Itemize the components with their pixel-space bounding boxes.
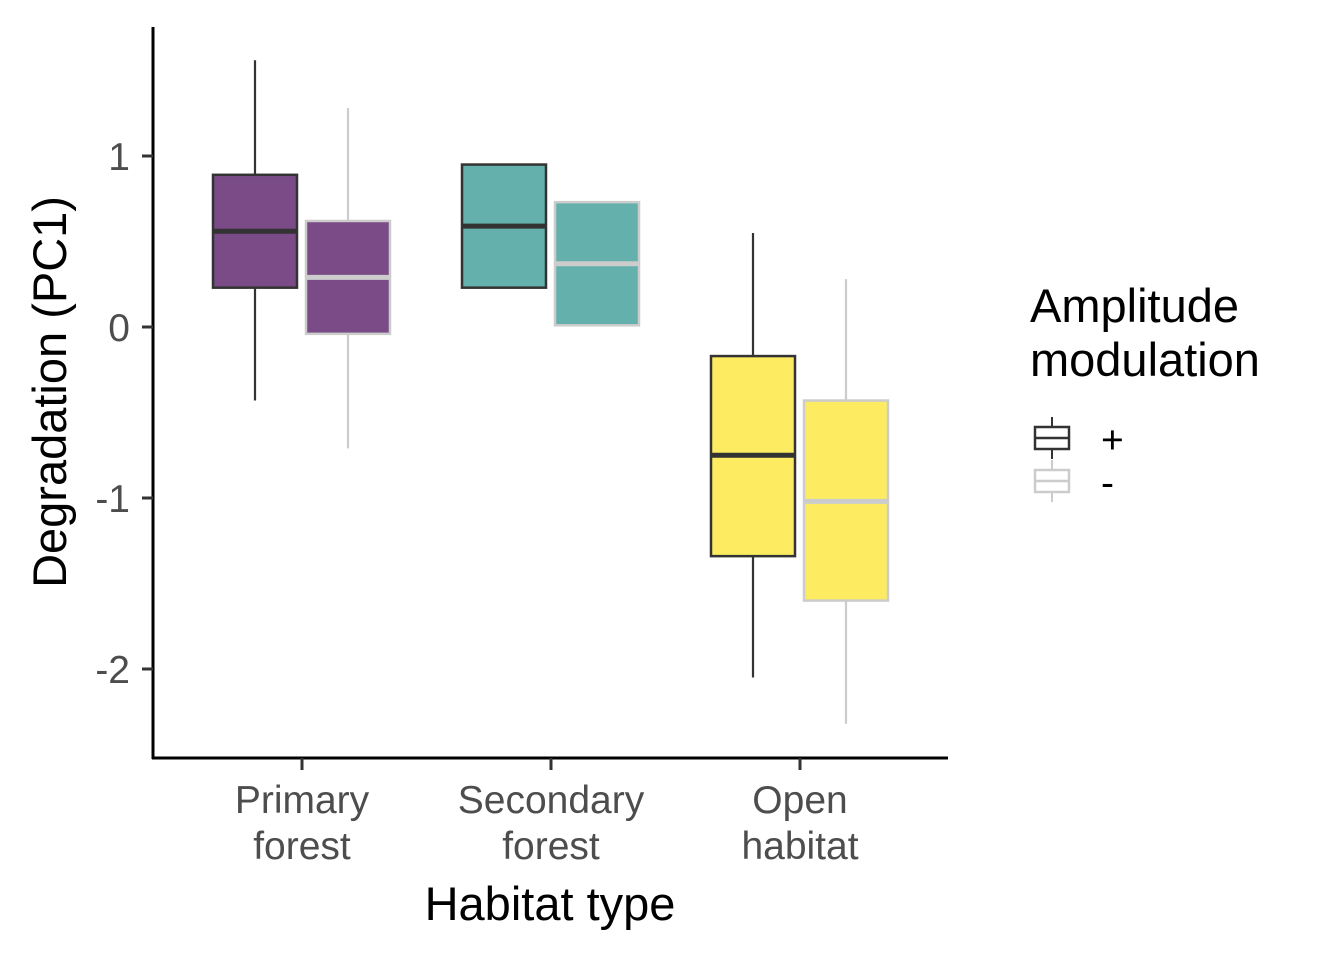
x-tick-label: forest xyxy=(502,825,600,868)
box-group xyxy=(553,200,641,327)
legend-title: Amplitude xyxy=(1030,279,1239,332)
y-tick-label: 1 xyxy=(108,136,130,179)
legend-label: + xyxy=(1101,419,1124,462)
x-tick-label: Secondary xyxy=(458,779,645,822)
y-axis-ticks: 1 0 -1 -2 xyxy=(95,136,153,692)
x-tick-label: habitat xyxy=(741,825,858,868)
box-group xyxy=(802,279,890,724)
legend-label: - xyxy=(1101,462,1114,505)
box-group xyxy=(304,108,392,449)
x-tick-label: forest xyxy=(253,825,351,868)
legend-title: modulation xyxy=(1030,333,1260,386)
legend-key xyxy=(1033,417,1071,459)
y-tick-label: -2 xyxy=(95,649,130,692)
plot-area xyxy=(211,60,890,724)
box-group xyxy=(460,163,548,289)
box-group xyxy=(211,60,299,401)
x-tick-label: Primary xyxy=(235,779,370,822)
y-tick-label: -1 xyxy=(95,478,130,521)
box-group xyxy=(709,232,797,678)
legend-key xyxy=(1033,460,1071,502)
y-tick-label: 0 xyxy=(108,307,130,350)
x-tick-label: Open xyxy=(752,779,847,822)
x-axis-title: Habitat type xyxy=(425,877,676,930)
y-axis-title: Degradation (PC1) xyxy=(23,196,76,588)
